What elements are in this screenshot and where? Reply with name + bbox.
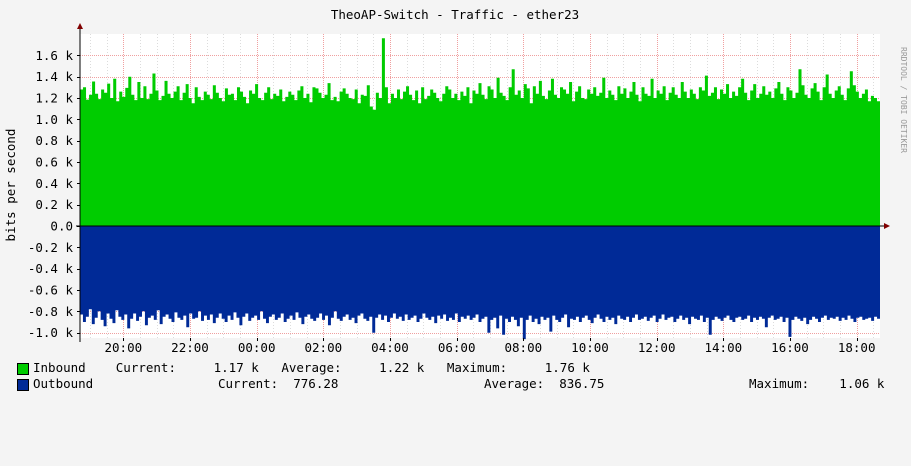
x-tick-label: 08:00 — [505, 340, 543, 355]
y-tick-label: 1.0 k — [35, 112, 73, 127]
y-tick-label: 0.0 — [50, 219, 73, 234]
x-tick-labels: 20:00 22:00 00:00 02:00 04:00 06:00 08:00 10:00… — [105, 340, 876, 355]
x-tick-label: 04:00 — [371, 340, 409, 355]
y-axis-label: bits per second — [3, 129, 18, 242]
y-tick-label: -0.2 k — [28, 240, 74, 255]
inbound-swatch — [17, 363, 29, 375]
y-tick-label: 0.6 k — [35, 155, 73, 170]
axes — [76, 23, 890, 342]
x-tick-label: 10:00 — [571, 340, 609, 355]
y-tick-label: 0.4 k — [35, 176, 73, 191]
chart-title: TheoAP-Switch - Traffic - ether23 — [331, 7, 579, 22]
y-tick-labels: 1.6 k 1.4 k 1.2 k 1.0 k 0.8 k 0.6 k 0.4 k 0.2 k… — [28, 48, 74, 340]
series-area-inbound — [80, 38, 880, 226]
outbound-average: Average: 836.75 — [484, 376, 605, 391]
y-tick-label: -0.8 k — [28, 304, 74, 319]
outbound-current: Current: 776.28 — [218, 376, 339, 391]
rrdtool-watermark: RRDTOOL / TOBI OETIKER — [899, 47, 908, 153]
y-tick-label: 0.8 k — [35, 133, 73, 148]
y-axis-arrow — [77, 23, 83, 29]
x-tick-label: 12:00 — [638, 340, 676, 355]
x-tick-label: 00:00 — [238, 340, 276, 355]
inbound-stats: Inbound Current: 1.17 k Average: 1.22 k … — [33, 360, 590, 375]
y-tick-label: -1.0 k — [28, 325, 74, 340]
x-tick-label: 14:00 — [705, 340, 743, 355]
y-tick-label: -0.4 k — [28, 261, 74, 276]
series-area-outbound — [80, 226, 880, 340]
traffic-graph: TheoAP-Switch - Traffic - ether23 bits p… — [3, 7, 908, 355]
x-tick-label: 06:00 — [438, 340, 476, 355]
y-tick-label: 1.4 k — [35, 69, 73, 84]
legend-outbound: Outbound Current: 776.28 Average: 836.75… — [0, 376, 911, 392]
y-tick-label: 1.2 k — [35, 91, 73, 106]
outbound-label: Outbound — [33, 376, 94, 391]
x-tick-label: 16:00 — [771, 340, 809, 355]
outbound-swatch — [17, 379, 29, 391]
y-tick-label: 0.2 k — [35, 197, 73, 212]
x-tick-label: 02:00 — [305, 340, 343, 355]
outbound-maximum: Maximum: 1.06 k — [749, 376, 885, 391]
x-tick-label: 20:00 — [105, 340, 143, 355]
legend-inbound: Inbound Current: 1.17 k Average: 1.22 k … — [0, 360, 911, 376]
y-tick-label: 1.6 k — [35, 48, 73, 63]
y-tick-label: -0.6 k — [28, 283, 74, 298]
series-layer — [80, 38, 880, 340]
x-tick-label: 22:00 — [171, 340, 209, 355]
x-tick-label: 18:00 — [838, 340, 876, 355]
x-axis-arrow — [884, 223, 890, 229]
